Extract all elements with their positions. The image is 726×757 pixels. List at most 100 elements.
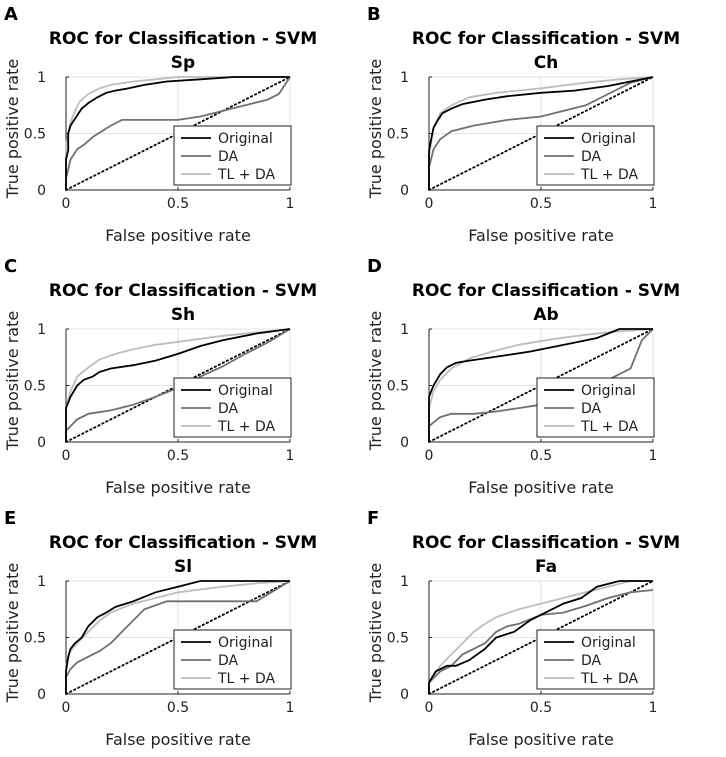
roc-chart-svg: E ROC for Classification - SVM Sl 0 0.5 1 0 0.5… bbox=[3, 508, 317, 749]
chart-subtitle: Sh bbox=[171, 305, 195, 325]
y-tick-label: 0.5 bbox=[24, 379, 46, 395]
y-tick-label: 0 bbox=[37, 687, 46, 703]
x-tick-label: 0.5 bbox=[530, 448, 552, 464]
roc-chart-svg: F ROC for Classification - SVM Fa 0 0.5 1 0 0.5… bbox=[366, 508, 680, 749]
chart-title: ROC for Classification - SVM bbox=[49, 533, 317, 553]
legend-label: Original bbox=[581, 131, 636, 147]
y-tick-label: 0 bbox=[37, 435, 46, 451]
y-axis-label: True positive rate bbox=[3, 563, 22, 703]
legend-label: DA bbox=[218, 149, 239, 165]
series-line-original bbox=[428, 76, 654, 190]
legend-label: Original bbox=[218, 635, 273, 651]
y-tick-label: 0 bbox=[37, 183, 46, 199]
legend-label: TL + DA bbox=[217, 419, 276, 435]
series-line-da bbox=[65, 328, 291, 442]
legend-label: TL + DA bbox=[580, 167, 639, 183]
chart-subtitle: Sl bbox=[174, 557, 192, 577]
roc-panel-e: E ROC for Classification - SVM Sl 0 0.5 1 0 0.5… bbox=[0, 504, 363, 756]
x-axis-label: False positive rate bbox=[468, 730, 614, 749]
y-tick-label: 1 bbox=[37, 574, 46, 590]
legend-label: Original bbox=[581, 383, 636, 399]
y-axis-label: True positive rate bbox=[366, 311, 385, 451]
x-tick-label: 0.5 bbox=[167, 196, 189, 212]
x-tick-label: 0 bbox=[62, 700, 71, 716]
chart-title: ROC for Classification - SVM bbox=[412, 281, 680, 301]
y-tick-label: 1 bbox=[400, 322, 409, 338]
panel-label: D bbox=[367, 256, 382, 277]
legend-label: DA bbox=[581, 653, 602, 669]
legend: Original DA TL + DA bbox=[536, 125, 655, 186]
y-tick-label: 1 bbox=[400, 574, 409, 590]
y-tick-label: 0.5 bbox=[387, 379, 409, 395]
x-tick-label: 1 bbox=[649, 700, 658, 716]
legend: Original DA TL + DA bbox=[173, 125, 292, 186]
x-tick-label: 1 bbox=[649, 448, 658, 464]
series-line-tl-da bbox=[428, 580, 653, 694]
y-axis-label: True positive rate bbox=[366, 59, 385, 199]
legend: Original DA TL + DA bbox=[173, 629, 292, 690]
x-axis-label: False positive rate bbox=[105, 478, 251, 497]
x-axis-label: False positive rate bbox=[105, 730, 251, 749]
roc-panel-f: F ROC for Classification - SVM Fa 0 0.5 1 0 0.5… bbox=[363, 504, 726, 756]
roc-panel-a: A ROC for Classification - SVM Sp 0 0.5 1 0 0.5… bbox=[0, 0, 363, 252]
legend-label: DA bbox=[581, 401, 602, 417]
legend-label: TL + DA bbox=[580, 671, 639, 687]
x-tick-label: 1 bbox=[286, 448, 295, 464]
legend-label: DA bbox=[581, 149, 602, 165]
y-tick-label: 1 bbox=[400, 70, 409, 86]
x-tick-label: 1 bbox=[649, 196, 658, 212]
legend-label: Original bbox=[218, 131, 273, 147]
x-tick-label: 0.5 bbox=[530, 700, 552, 716]
series-line-original bbox=[428, 328, 653, 442]
roc-chart-svg: C ROC for Classification - SVM Sh 0 0.5 1 0 0.5… bbox=[3, 256, 317, 497]
chart-subtitle: Fa bbox=[535, 557, 557, 577]
series-line-original bbox=[428, 580, 653, 694]
x-tick-label: 0 bbox=[62, 448, 71, 464]
chart-title: ROC for Classification - SVM bbox=[412, 29, 680, 49]
chart-title: ROC for Classification - SVM bbox=[412, 533, 680, 553]
chart-subtitle: Ab bbox=[533, 305, 558, 325]
legend-label: DA bbox=[218, 401, 239, 417]
panel-label: B bbox=[367, 4, 381, 25]
series-line-original bbox=[65, 76, 290, 190]
legend-label: Original bbox=[218, 383, 273, 399]
panel-label: F bbox=[367, 508, 379, 529]
series-line-original bbox=[65, 580, 290, 694]
roc-panel-c: C ROC for Classification - SVM Sh 0 0.5 1 0 0.5… bbox=[0, 252, 363, 504]
y-axis-label: True positive rate bbox=[3, 311, 22, 451]
legend: Original DA TL + DA bbox=[536, 377, 655, 438]
x-tick-label: 1 bbox=[286, 196, 295, 212]
legend-label: DA bbox=[218, 653, 239, 669]
series-line-da bbox=[65, 76, 291, 190]
roc-chart-svg: A ROC for Classification - SVM Sp 0 0.5 1 0 0.5… bbox=[3, 4, 317, 245]
chart-title: ROC for Classification - SVM bbox=[49, 29, 317, 49]
series-line-da bbox=[428, 589, 654, 694]
y-axis-label: True positive rate bbox=[3, 59, 22, 199]
roc-panel-d: D ROC for Classification - SVM Ab 0 0.5 1 0 0.5… bbox=[363, 252, 726, 504]
panel-label: C bbox=[4, 256, 17, 277]
panel-label: E bbox=[4, 508, 16, 529]
y-axis-label: True positive rate bbox=[366, 563, 385, 703]
roc-panel-b: B ROC for Classification - SVM Ch 0 0.5 1 0 0.5… bbox=[363, 0, 726, 252]
y-tick-label: 0.5 bbox=[24, 127, 46, 143]
x-axis-label: False positive rate bbox=[468, 226, 614, 245]
panel-label: A bbox=[4, 4, 18, 25]
series-line-tl-da bbox=[65, 328, 291, 442]
y-tick-label: 1 bbox=[37, 322, 46, 338]
legend-label: Original bbox=[581, 635, 636, 651]
legend-label: TL + DA bbox=[580, 419, 639, 435]
x-tick-label: 0.5 bbox=[530, 196, 552, 212]
x-tick-label: 0 bbox=[425, 196, 434, 212]
y-tick-label: 0.5 bbox=[24, 631, 46, 647]
series-line-da bbox=[65, 580, 291, 694]
x-tick-label: 1 bbox=[286, 700, 295, 716]
roc-chart-svg: D ROC for Classification - SVM Ab 0 0.5 1 0 0.5… bbox=[366, 256, 680, 497]
legend: Original DA TL + DA bbox=[173, 377, 292, 438]
legend-label: TL + DA bbox=[217, 167, 276, 183]
y-tick-label: 1 bbox=[37, 70, 46, 86]
x-tick-label: 0.5 bbox=[167, 448, 189, 464]
series-line-tl-da bbox=[65, 76, 290, 190]
series-line-tl-da bbox=[428, 328, 654, 442]
series-line-original bbox=[65, 328, 291, 442]
